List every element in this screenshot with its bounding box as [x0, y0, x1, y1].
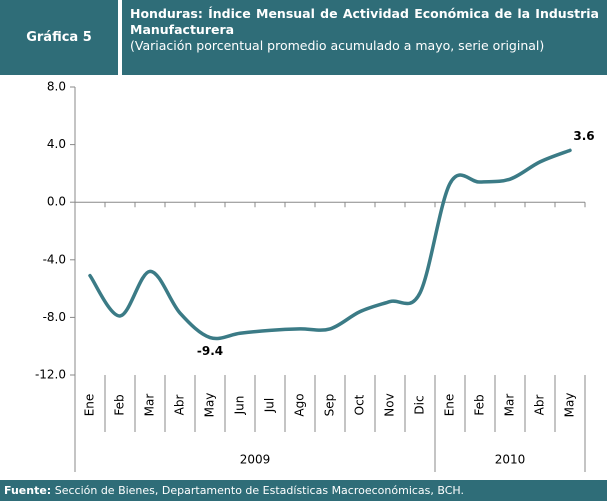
y-tick-label: -8.0	[43, 310, 66, 324]
y-tick-label: 0.0	[47, 195, 66, 209]
x-tick-label: Oct	[353, 394, 367, 415]
x-tick-label: Dic	[413, 395, 427, 414]
chart-title: Honduras: Índice Mensual de Actividad Ec…	[130, 6, 599, 37]
source-label: Fuente:	[4, 484, 52, 497]
y-tick-label: 8.0	[47, 80, 66, 94]
chart-number-box: Gráfica 5	[0, 0, 118, 75]
y-tick-label: -12.0	[35, 368, 66, 382]
data-label: 3.6	[573, 129, 594, 143]
x-tick-label: Mar	[503, 394, 517, 417]
x-tick-label: Mar	[143, 394, 157, 417]
line	[88, 148, 572, 341]
y-tick-label: 4.0	[47, 137, 66, 151]
group-label: 2009	[240, 453, 271, 467]
chart-number: Gráfica 5	[26, 30, 92, 45]
source: Sección de Bienes, Departamento de Estad…	[54, 484, 464, 497]
group-label: 2010	[495, 453, 526, 467]
x-tick-label: Ene	[83, 394, 97, 417]
x-tick-label: Abr	[533, 395, 547, 416]
y-tick-label: -4.0	[43, 252, 66, 266]
footer: Fuente: Sección de Bienes, Departamento …	[0, 480, 607, 501]
x-tick-label: Jun	[233, 396, 247, 416]
x-tick-label: Ene	[443, 394, 457, 417]
x-tick-label: Feb	[473, 394, 487, 415]
data-label: -9.4	[197, 344, 223, 358]
header-box: Honduras: Índice Mensual de Actividad Ec…	[122, 0, 607, 75]
chart-subtitle: (Variación porcentual promedio acumulado…	[130, 38, 545, 53]
x-tick-label: May	[203, 393, 217, 418]
x-tick-label: May	[563, 393, 577, 418]
x-tick-label: Nov	[383, 393, 397, 416]
x-tick-label: Sep	[323, 394, 337, 417]
x-tick-label: Ago	[293, 393, 307, 416]
x-tick-label: Jul	[263, 398, 277, 413]
x-tick-label: Abr	[173, 395, 187, 416]
chart: 8.0 4.0 0.0 -4.0 -8.0 -12.0 Ene Feb Mar Abr May Jun…	[35, 80, 595, 472]
x-tick-label: Feb	[113, 394, 127, 415]
